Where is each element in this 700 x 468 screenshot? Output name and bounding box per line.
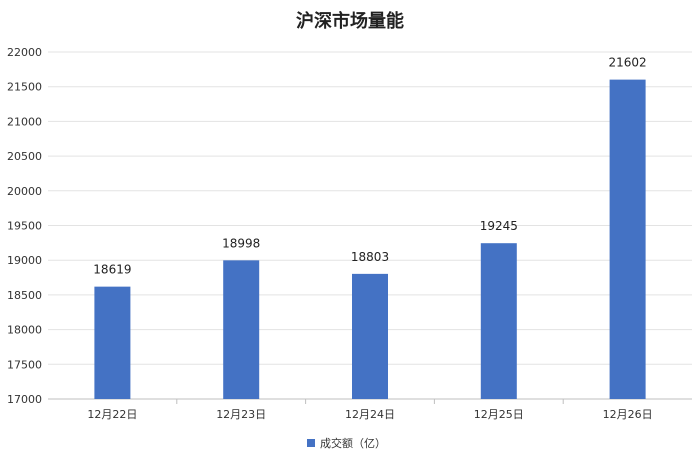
y-tick-label: 17000 <box>7 393 42 406</box>
bar <box>352 273 388 399</box>
bar <box>480 243 517 399</box>
legend-swatch <box>307 439 315 447</box>
data-label: 19245 <box>480 219 518 233</box>
y-tick-label: 19000 <box>7 254 42 267</box>
x-axis-ticks: 12月22日 12月23日 12月24日 12月25日 12月26日 <box>87 399 653 421</box>
y-tick-label: 17500 <box>7 358 42 371</box>
data-labels: 18619 18998 18803 19245 21602 <box>93 56 646 277</box>
legend: 成交额（亿） <box>307 436 386 450</box>
data-label: 18619 <box>93 263 131 277</box>
y-tick-label: 21500 <box>7 81 42 94</box>
x-tick-label: 12月25日 <box>474 408 524 421</box>
y-axis-ticks: 17000 17500 18000 18500 19000 19500 20000 20500… <box>7 46 42 406</box>
y-tick-label: 22000 <box>7 46 42 59</box>
x-tick-label: 12月22日 <box>87 408 137 421</box>
y-tick-label: 18500 <box>7 289 42 302</box>
legend-label: 成交额（亿） <box>320 436 386 450</box>
chart-title: 沪深市场量能 <box>296 10 404 32</box>
bar <box>94 286 131 399</box>
x-tick-label: 12月26日 <box>603 408 653 421</box>
data-label: 18803 <box>351 250 389 264</box>
data-label: 21602 <box>609 56 647 70</box>
y-tick-label: 20500 <box>7 150 42 163</box>
data-label: 18998 <box>222 236 260 250</box>
y-tick-label: 18000 <box>7 324 42 337</box>
bar <box>609 79 646 399</box>
bars <box>94 79 646 399</box>
bar <box>223 260 260 399</box>
x-tick-label: 12月24日 <box>345 408 395 421</box>
y-tick-label: 21000 <box>7 115 42 128</box>
y-tick-label: 20000 <box>7 185 42 198</box>
grid-lines <box>48 51 692 400</box>
y-tick-label: 19500 <box>7 220 42 233</box>
x-tick-label: 12月23日 <box>216 408 266 421</box>
